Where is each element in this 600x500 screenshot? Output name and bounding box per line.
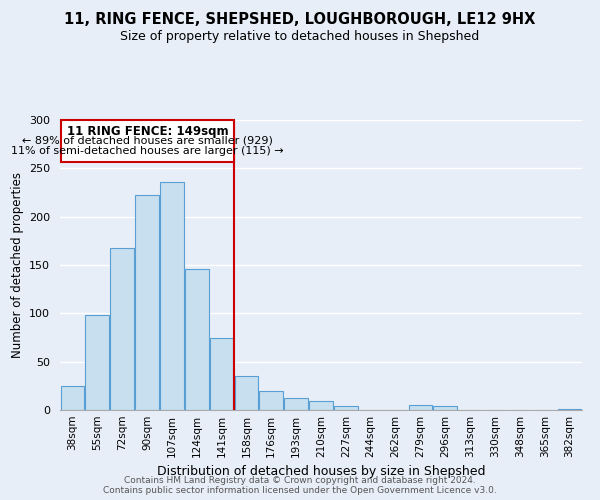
Bar <box>210 338 233 410</box>
Y-axis label: Number of detached properties: Number of detached properties <box>11 172 23 358</box>
Bar <box>309 402 333 410</box>
Bar <box>409 405 432 410</box>
Bar <box>558 409 581 410</box>
X-axis label: Distribution of detached houses by size in Shepshed: Distribution of detached houses by size … <box>157 466 485 478</box>
Bar <box>110 248 134 410</box>
Text: Contains public sector information licensed under the Open Government Licence v3: Contains public sector information licen… <box>103 486 497 495</box>
Bar <box>185 269 209 410</box>
Text: ← 89% of detached houses are smaller (929): ← 89% of detached houses are smaller (92… <box>22 136 273 145</box>
Text: 11, RING FENCE, SHEPSHED, LOUGHBOROUGH, LE12 9HX: 11, RING FENCE, SHEPSHED, LOUGHBOROUGH, … <box>64 12 536 28</box>
Text: Contains HM Land Registry data © Crown copyright and database right 2024.: Contains HM Land Registry data © Crown c… <box>124 476 476 485</box>
FancyBboxPatch shape <box>61 120 233 162</box>
Bar <box>61 386 84 410</box>
Bar <box>284 398 308 410</box>
Text: Size of property relative to detached houses in Shepshed: Size of property relative to detached ho… <box>121 30 479 43</box>
Bar <box>259 390 283 410</box>
Text: 11 RING FENCE: 149sqm: 11 RING FENCE: 149sqm <box>67 125 228 138</box>
Bar <box>235 376 258 410</box>
Bar <box>334 406 358 410</box>
Bar <box>160 182 184 410</box>
Bar <box>85 316 109 410</box>
Text: 11% of semi-detached houses are larger (115) →: 11% of semi-detached houses are larger (… <box>11 146 284 156</box>
Bar <box>433 406 457 410</box>
Bar <box>135 196 159 410</box>
